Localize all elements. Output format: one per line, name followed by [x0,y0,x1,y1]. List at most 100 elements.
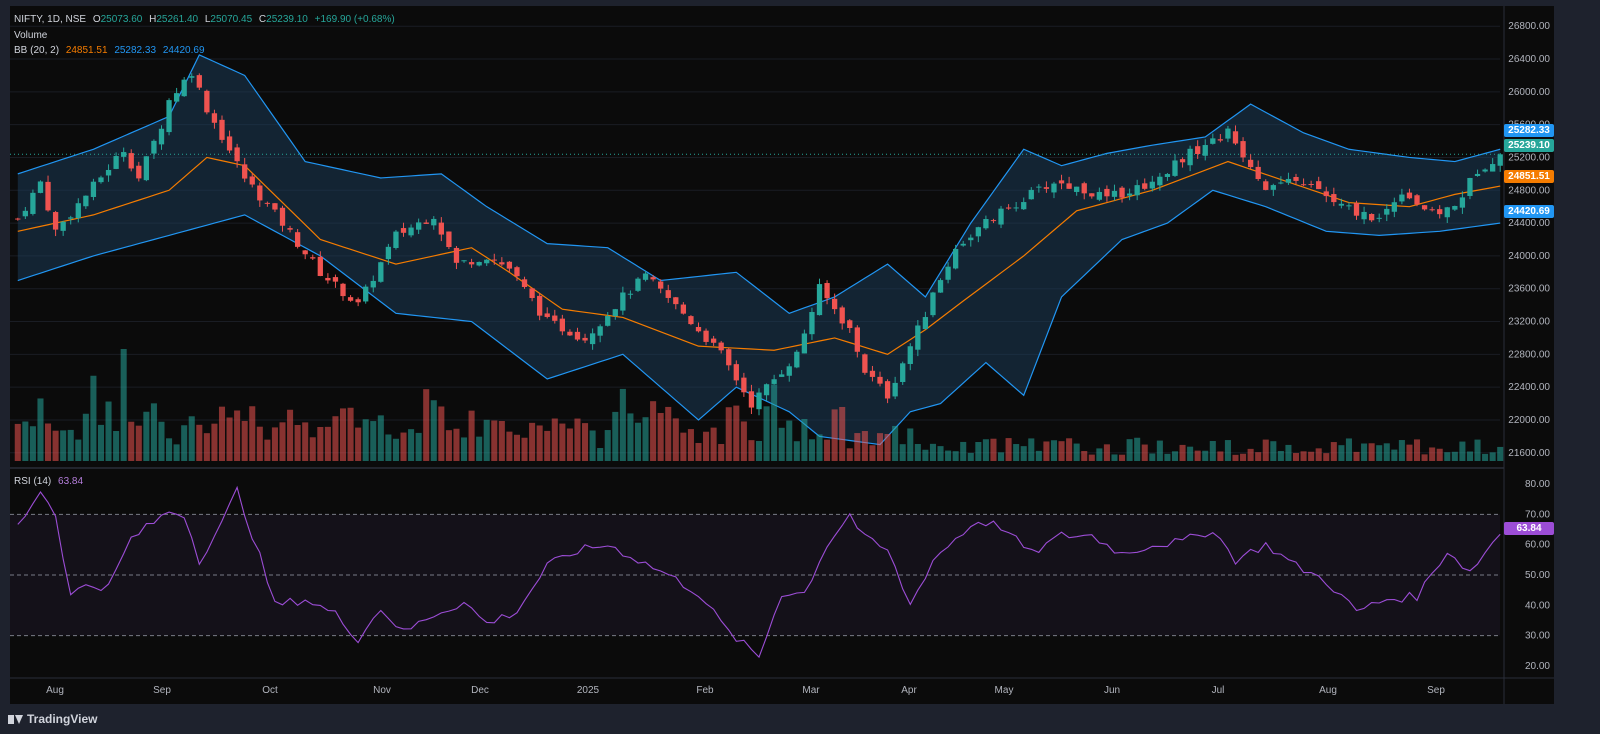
volume-bar [1398,440,1405,461]
volume-bar [1338,445,1345,461]
volume-bar [1406,444,1413,461]
volume-legend[interactable]: Volume [14,30,51,41]
volume-bar [143,411,150,461]
volume-bar [188,416,195,461]
candle-body [650,277,656,280]
candle-body [1384,208,1390,215]
volume-bar [574,418,581,461]
volume-bar [551,418,558,461]
candle-body [763,384,770,396]
time-tick-label: Dec [471,685,489,696]
candle-body [839,307,845,324]
bb-basis-price-tag: 24851.51 [1504,170,1554,183]
low-value: 25070.45 [210,14,253,25]
candle-body [1399,194,1405,202]
candle-body [990,220,997,222]
candle-body [272,203,278,210]
candle-body [340,283,346,297]
volume-bar [332,416,339,461]
candle-body [1391,202,1397,212]
bb-legend[interactable]: BB (20, 2) 24851.51 25282.33 24420.69 [14,45,209,56]
volume-bar [22,421,29,461]
price-tick-label: 24400.00 [1508,218,1550,229]
volume-bar [45,423,52,461]
candle-body [983,218,989,229]
price-tick-label: 26000.00 [1508,87,1550,98]
volume-bar [1330,442,1337,461]
volume-bar [1232,454,1239,461]
volume-bar [824,439,831,461]
volume-bar [1081,451,1088,461]
rsi-price-tag: 63.84 [1504,522,1554,535]
tradingview-logo[interactable]: TradingView [8,712,97,726]
candle-body [1278,182,1284,184]
volume-bar [1315,448,1322,461]
volume-bar [1300,451,1307,461]
volume-bar [1217,451,1224,461]
volume-bar [491,420,498,461]
chart-area[interactable]: 26800.0026400.0026000.0025600.0025200.00… [10,6,1554,704]
candle-body [279,207,286,226]
candle-body [415,222,422,230]
volume-bar [582,423,589,461]
candle-body [1134,185,1140,196]
price-tick-label: 24000.00 [1508,251,1550,262]
bb-upper-price-tag: 25282.33 [1504,124,1554,137]
volume-bar [1209,441,1216,461]
volume-bar [408,429,415,461]
time-tick-label: 2025 [577,685,600,696]
chart-svg[interactable]: 26800.0026400.0026000.0025600.0025200.00… [10,6,1554,704]
candle-body [605,316,611,326]
candle-body [196,75,202,88]
volume-bar [1240,453,1247,461]
symbol-legend[interactable]: NIFTY, 1D, NSE O25073.60 H25261.40 L2507… [14,14,399,25]
candle-body [68,217,74,219]
candle-body [1066,183,1072,189]
volume-bar [990,438,997,461]
candle-body [945,266,951,280]
price-tick-label: 22800.00 [1508,349,1550,360]
volume-bar [937,446,944,461]
candle-body [612,309,618,317]
volume-bar [703,431,710,461]
volume-bar [998,452,1005,461]
volume-bar [1323,453,1330,461]
volume-bar [483,419,490,461]
volume-bar [1149,453,1156,461]
candle-body [1316,181,1322,190]
candle-body [90,181,97,197]
volume-bar [1482,453,1489,461]
bb-lower-value: 24420.69 [162,45,205,56]
candle-body [1043,187,1050,189]
candle-body [620,292,626,311]
candle-body [151,140,157,154]
rsi-legend[interactable]: RSI (14) 63.84 [14,476,87,487]
volume-bar [1156,440,1163,461]
price-tick-label: 21600.00 [1508,448,1550,459]
time-tick-label: Aug [46,685,64,696]
volume-bar [1421,454,1428,461]
volume-bar [718,444,725,461]
price-tick-label: 26400.00 [1508,54,1550,65]
rsi-value: 63.84 [58,476,84,487]
candle-body [975,227,981,237]
candle-body [453,247,460,263]
volume-bar [1111,454,1118,461]
volume-bar [60,430,67,461]
candle-body [1149,181,1155,189]
volume-bar [392,438,399,461]
candle-body [317,256,323,276]
volume-bar [680,432,687,461]
candle-body [468,262,475,265]
candle-body [1497,154,1503,166]
bb-lower-price-tag: 24420.69 [1504,205,1554,218]
candle-body [537,295,543,316]
candle-body [287,228,293,230]
volume-bar [884,433,891,461]
volume-bar [650,401,657,461]
bb-upper-value: 25282.33 [114,45,157,56]
volume-bar [975,441,982,461]
volume-bar [1413,439,1421,461]
volume-bar [1361,443,1368,461]
